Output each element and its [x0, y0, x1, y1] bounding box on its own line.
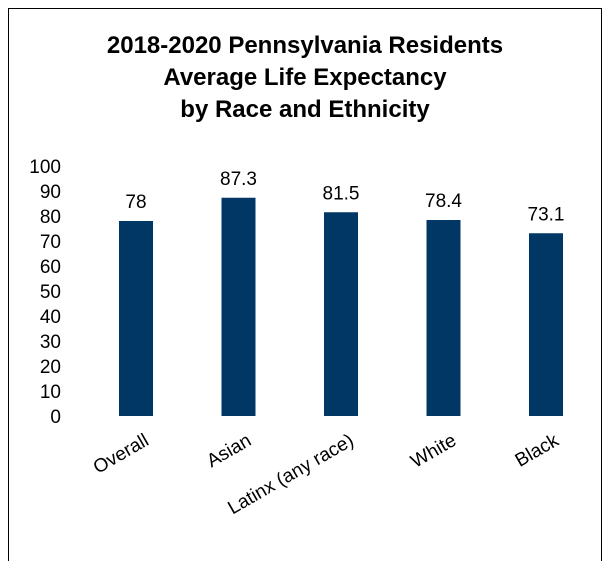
chart-title-line-2: Average Life Expectancy	[163, 64, 447, 91]
y-axis: 0 10 20 30 40 50 60 70 80 90 100	[29, 157, 61, 428]
chart-title-line-1: 2018-2020 Pennsylvania Residents	[106, 32, 504, 59]
chart-title: 2018-2020 Pennsylvania Residents Average…	[8, 30, 602, 126]
y-tick-label: 90	[40, 182, 61, 203]
chart-title-line-3: by Race and Ethnicity	[180, 96, 430, 123]
y-tick-label: 60	[40, 257, 61, 278]
data-labels: 78 87.3 81.5 78.4 73.1	[125, 169, 564, 226]
bar	[324, 212, 358, 416]
x-tick-label: White	[407, 430, 460, 472]
data-label: 73.1	[528, 204, 565, 225]
bar	[119, 221, 153, 416]
bar	[529, 233, 563, 416]
y-tick-label: 0	[50, 407, 61, 428]
bar	[426, 220, 461, 416]
y-tick-label: 100	[29, 157, 61, 178]
x-tick-label: Asian	[203, 430, 255, 472]
chart-frame	[8, 8, 602, 561]
x-tick-label: Black	[512, 430, 563, 472]
data-label: 78.4	[425, 191, 462, 212]
data-label: 87.3	[220, 169, 257, 190]
data-label: 81.5	[323, 183, 360, 204]
data-label: 78	[125, 192, 146, 213]
y-tick-label: 70	[40, 232, 61, 253]
y-tick-label: 80	[40, 207, 61, 228]
y-tick-label: 30	[40, 332, 61, 353]
y-tick-label: 10	[40, 382, 61, 403]
y-tick-label: 50	[40, 282, 61, 303]
bar	[221, 197, 256, 416]
y-tick-label: 40	[40, 307, 61, 328]
y-tick-label: 20	[40, 357, 61, 378]
bars	[119, 197, 563, 416]
x-tick-label: Overall	[90, 430, 153, 478]
